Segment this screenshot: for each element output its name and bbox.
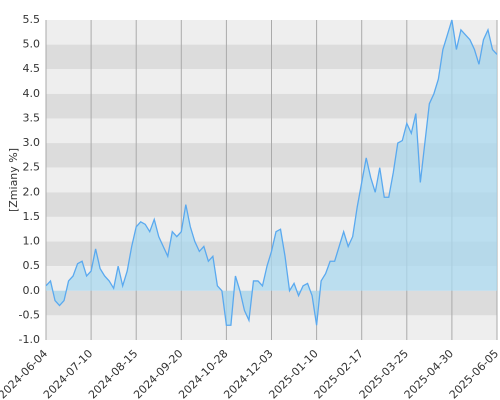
y-tick-label: 5.0 — [23, 38, 41, 51]
line — [45, 19, 498, 326]
y-tick-label: 5.5 — [23, 13, 41, 26]
y-tick-label: 3.5 — [23, 111, 41, 124]
y-tick-label: 2.5 — [23, 161, 41, 174]
y-tick-label: -1.0 — [19, 333, 40, 346]
area — [46, 20, 497, 326]
y-tick-label: 4.5 — [23, 62, 41, 75]
y-tick-label: 2.0 — [23, 185, 41, 198]
y-tick-label: 3.0 — [23, 136, 41, 149]
y-tick-label: 4.0 — [23, 87, 41, 100]
y-axis-label: [Zmiany %] — [7, 148, 20, 212]
y-tick-label: 0.0 — [23, 284, 41, 297]
y-tick-label: 1.0 — [23, 235, 41, 248]
y-tick-label: 0.5 — [23, 259, 41, 272]
y-tick-label: 1.5 — [23, 210, 41, 223]
y-tick-label: -0.5 — [19, 308, 40, 321]
